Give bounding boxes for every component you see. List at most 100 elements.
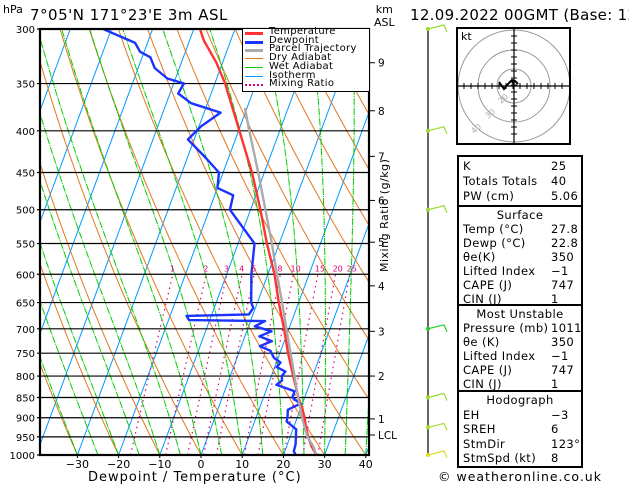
height-tick-label: 9	[378, 58, 385, 70]
pressure-tick-label: 500	[16, 206, 35, 217]
mixing-ratio-line	[202, 274, 243, 456]
surface-label: CIN (J)	[463, 292, 502, 306]
isotherm-line	[40, 29, 195, 447]
pressure-tick-label: 900	[16, 414, 35, 425]
legend-entry: Isotherm	[245, 70, 369, 81]
most-unstable-title: Most Unstable	[476, 307, 564, 321]
height-tick-label: 3	[378, 326, 385, 338]
hodograph-stats-panel: Hodograph EH −3 SREH 6 StmDir 123° StmSp…	[457, 390, 583, 468]
wet-adiabat-line	[40, 355, 78, 456]
isotherm-line	[40, 29, 112, 224]
mixing-ratio-label: 2	[203, 264, 208, 273]
hodograph-unit-label: kt	[461, 30, 472, 43]
legend: Temperature Dewpoint Parcel Trajectory Dry …	[242, 27, 370, 92]
height-tick-label: 6	[378, 195, 385, 207]
pressure-tick-label: 400	[16, 127, 35, 138]
pressure-tick-label: 550	[16, 239, 35, 250]
pressure-tick-label: 300	[16, 25, 35, 36]
isotherm-line	[282, 222, 369, 456]
legend-entry: Dewpoint	[245, 34, 369, 46]
x-tick-label: 40	[359, 458, 373, 471]
hodograph-stats-value: 8	[551, 451, 559, 465]
parcel-trajectory-profile	[243, 107, 318, 456]
surface-value: 27.8	[551, 222, 579, 236]
height-unit-label: km ASL	[374, 3, 395, 29]
dry-adiabat-line	[205, 29, 369, 342]
hodograph: kt 20 30 40	[456, 27, 571, 145]
dry-adiabat-line	[293, 29, 369, 171]
isotherm-line	[324, 333, 369, 456]
most-unstable-label: CAPE (J)	[463, 363, 513, 377]
x-tick-label: 0	[198, 458, 205, 471]
index-value: 40	[551, 174, 567, 188]
legend-swatch	[245, 66, 263, 68]
dry-adiabat-line	[147, 29, 367, 456]
most-unstable-value: −1	[551, 349, 569, 363]
pressure-tick-label: 600	[16, 270, 35, 281]
surface-value: 22.8	[551, 236, 579, 250]
mixing-ratio-label: 25	[347, 264, 357, 273]
x-tick-label: −10	[148, 458, 171, 471]
legend-label: Dry Adiabat	[269, 52, 332, 64]
mixing-ratio-label: 3	[224, 264, 229, 273]
x-tick-label: 30	[318, 458, 332, 471]
hodograph-stats-label: StmSpd (kt)	[463, 451, 537, 465]
pressure-tick-label: 700	[16, 325, 35, 336]
isotherm-line	[40, 29, 154, 335]
height-tick-label: 7	[378, 151, 385, 163]
most-unstable-label: Lifted Index	[463, 349, 536, 363]
wet-adiabat-line	[40, 35, 181, 456]
dry-adiabat-line	[40, 362, 78, 456]
axes: 1 2 3 4 5 8 10 15 20 2530035040045050055060065070…	[10, 25, 398, 471]
mixing-ratio-label: 5	[251, 264, 256, 273]
height-tick-label: 5	[378, 237, 385, 249]
wet-adiabat-line	[344, 29, 355, 456]
mixing-ratio-label: 10	[291, 264, 301, 273]
legend-label: Dewpoint	[269, 34, 319, 46]
dry-adiabat-line	[615, 29, 629, 455]
wind-barb	[427, 126, 448, 135]
x-tick-label: 20	[276, 458, 290, 471]
hodograph-stats-value: 6	[551, 422, 559, 436]
wind-barb	[427, 392, 448, 401]
surface-label: θe(K)	[463, 250, 496, 264]
mixing-ratio-label: 20	[333, 264, 343, 273]
legend-swatch	[245, 75, 263, 77]
height-tick-label: 8	[378, 106, 385, 118]
x-tick-label: −30	[66, 458, 89, 471]
dry-adiabat-line	[234, 29, 369, 284]
index-label: Totals Totals	[463, 174, 538, 188]
pressure-tick-label: 1000	[10, 451, 35, 462]
height-tick-label: 1	[378, 414, 385, 426]
wet-adiabat-line	[310, 29, 326, 455]
storm-motion-marker	[510, 80, 516, 85]
mixing-ratio-line	[283, 274, 319, 456]
most-unstable-panel: Most Unstable Pressure (mb) 1011 θe (K) …	[457, 304, 583, 392]
wind-barbs	[426, 24, 448, 459]
most-unstable-label: Pressure (mb)	[463, 321, 549, 335]
mixing-ratio-axis-label: Mixing Ratio (g/kg)	[378, 158, 391, 272]
mixing-ratio-label: 8	[278, 264, 283, 273]
pressure-tick-label: 800	[16, 372, 35, 383]
most-unstable-value: 1	[551, 377, 559, 391]
hodograph-stats-label: StmDir	[463, 437, 506, 451]
height-unit-km: km	[375, 3, 393, 16]
most-unstable-value: 747	[551, 363, 575, 377]
legend-label: Mixing Ratio	[269, 78, 335, 90]
height-tick-label: 4	[378, 281, 385, 293]
copyright-link[interactable]: © weatheronline.co.uk	[438, 469, 602, 484]
index-value: 5.06	[551, 189, 579, 203]
mixing-ratio-line	[243, 274, 282, 456]
station-location-title: 7°05'N 171°23'E 3m ASL	[30, 6, 228, 24]
legend-swatch	[245, 49, 263, 53]
x-tick-label: 10	[235, 458, 249, 471]
mixing-ratio-line	[165, 274, 207, 456]
hodograph-trace	[498, 78, 519, 91]
hodograph-plot: 20 30 40	[458, 29, 569, 143]
index-label: PW (cm)	[463, 189, 515, 203]
mixing-ratio-label: 1	[170, 264, 175, 273]
pressure-tick-label: 750	[16, 349, 35, 360]
legend-swatch	[245, 40, 263, 44]
most-unstable-label: CIN (J)	[463, 377, 502, 391]
